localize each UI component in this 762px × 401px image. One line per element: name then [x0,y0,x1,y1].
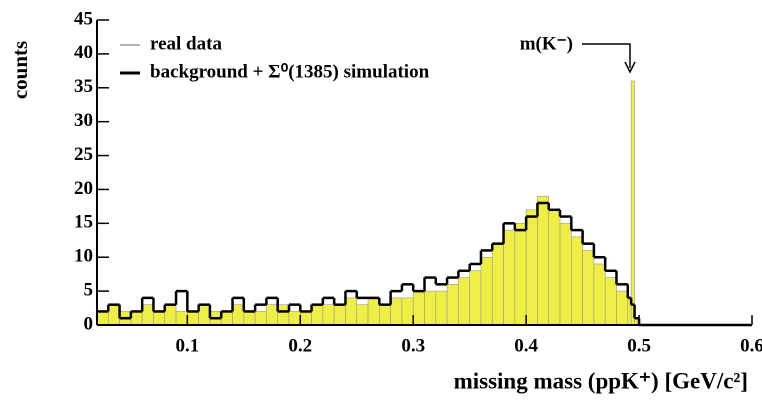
bar [537,195,550,326]
bar [525,209,538,326]
bar [198,304,211,326]
bar [630,80,635,326]
bar [311,304,324,326]
x-axis-label: missing mass (ppK⁺) [GeV/c²] [454,368,748,393]
x-tick-label: 0.4 [514,335,538,356]
bar [503,229,516,326]
annotation: m(K⁻) [520,33,573,54]
bar [96,311,109,326]
bar [390,297,403,326]
bar [266,304,278,326]
bar [356,304,369,326]
bar [187,311,199,326]
arrow-head [624,61,636,74]
bar [232,304,245,326]
y-tick-label: 30 [74,110,93,131]
bar [333,304,346,326]
x-tick-label: 0.5 [627,335,651,356]
bar [469,270,482,326]
y-tick-label: 25 [74,144,93,165]
bar [243,311,256,326]
bar [480,256,493,326]
bar [435,290,448,326]
y-tick-label: 10 [74,246,93,267]
bar [593,263,606,326]
y-tick-label: 5 [84,279,94,300]
bar [458,277,470,326]
y-tick-label: 45 [74,8,93,29]
y-tick-label: 0 [84,313,94,334]
bar [616,290,629,326]
bar [288,311,301,326]
legend-label: background + Σ⁰(1385) simulation [150,61,430,82]
bar [424,290,437,326]
bar [277,304,290,326]
bar [559,223,572,326]
bar [164,304,177,326]
bar [401,297,414,326]
bar [322,304,335,326]
x-tick-label: 0.1 [175,335,199,356]
bar [548,209,561,326]
bar [514,223,527,326]
bar [345,297,358,326]
bar [220,311,233,326]
bar [604,277,617,326]
bar [254,311,267,326]
x-tick-label: 0.3 [401,335,425,356]
x-tick-label: 0.6 [740,335,762,356]
bar [153,311,166,326]
x-tick-label: 0.2 [288,335,312,356]
y-tick-label: 40 [74,42,93,63]
bar [130,311,143,326]
y-tick-label: 15 [74,212,93,233]
legend-label: real data [150,33,222,54]
bar [367,297,380,326]
bar [582,250,595,326]
bar [379,304,391,326]
bar [107,304,120,326]
bar [141,304,154,326]
y-tick-label: 35 [74,76,93,97]
bar [446,284,459,326]
y-tick-label: 20 [74,178,93,199]
y-axis-label: counts [8,41,32,99]
bar [299,311,312,326]
bar [412,290,425,326]
bar [571,236,583,326]
annotation-arrow [582,43,631,68]
bar [175,311,188,326]
bar [491,243,504,326]
